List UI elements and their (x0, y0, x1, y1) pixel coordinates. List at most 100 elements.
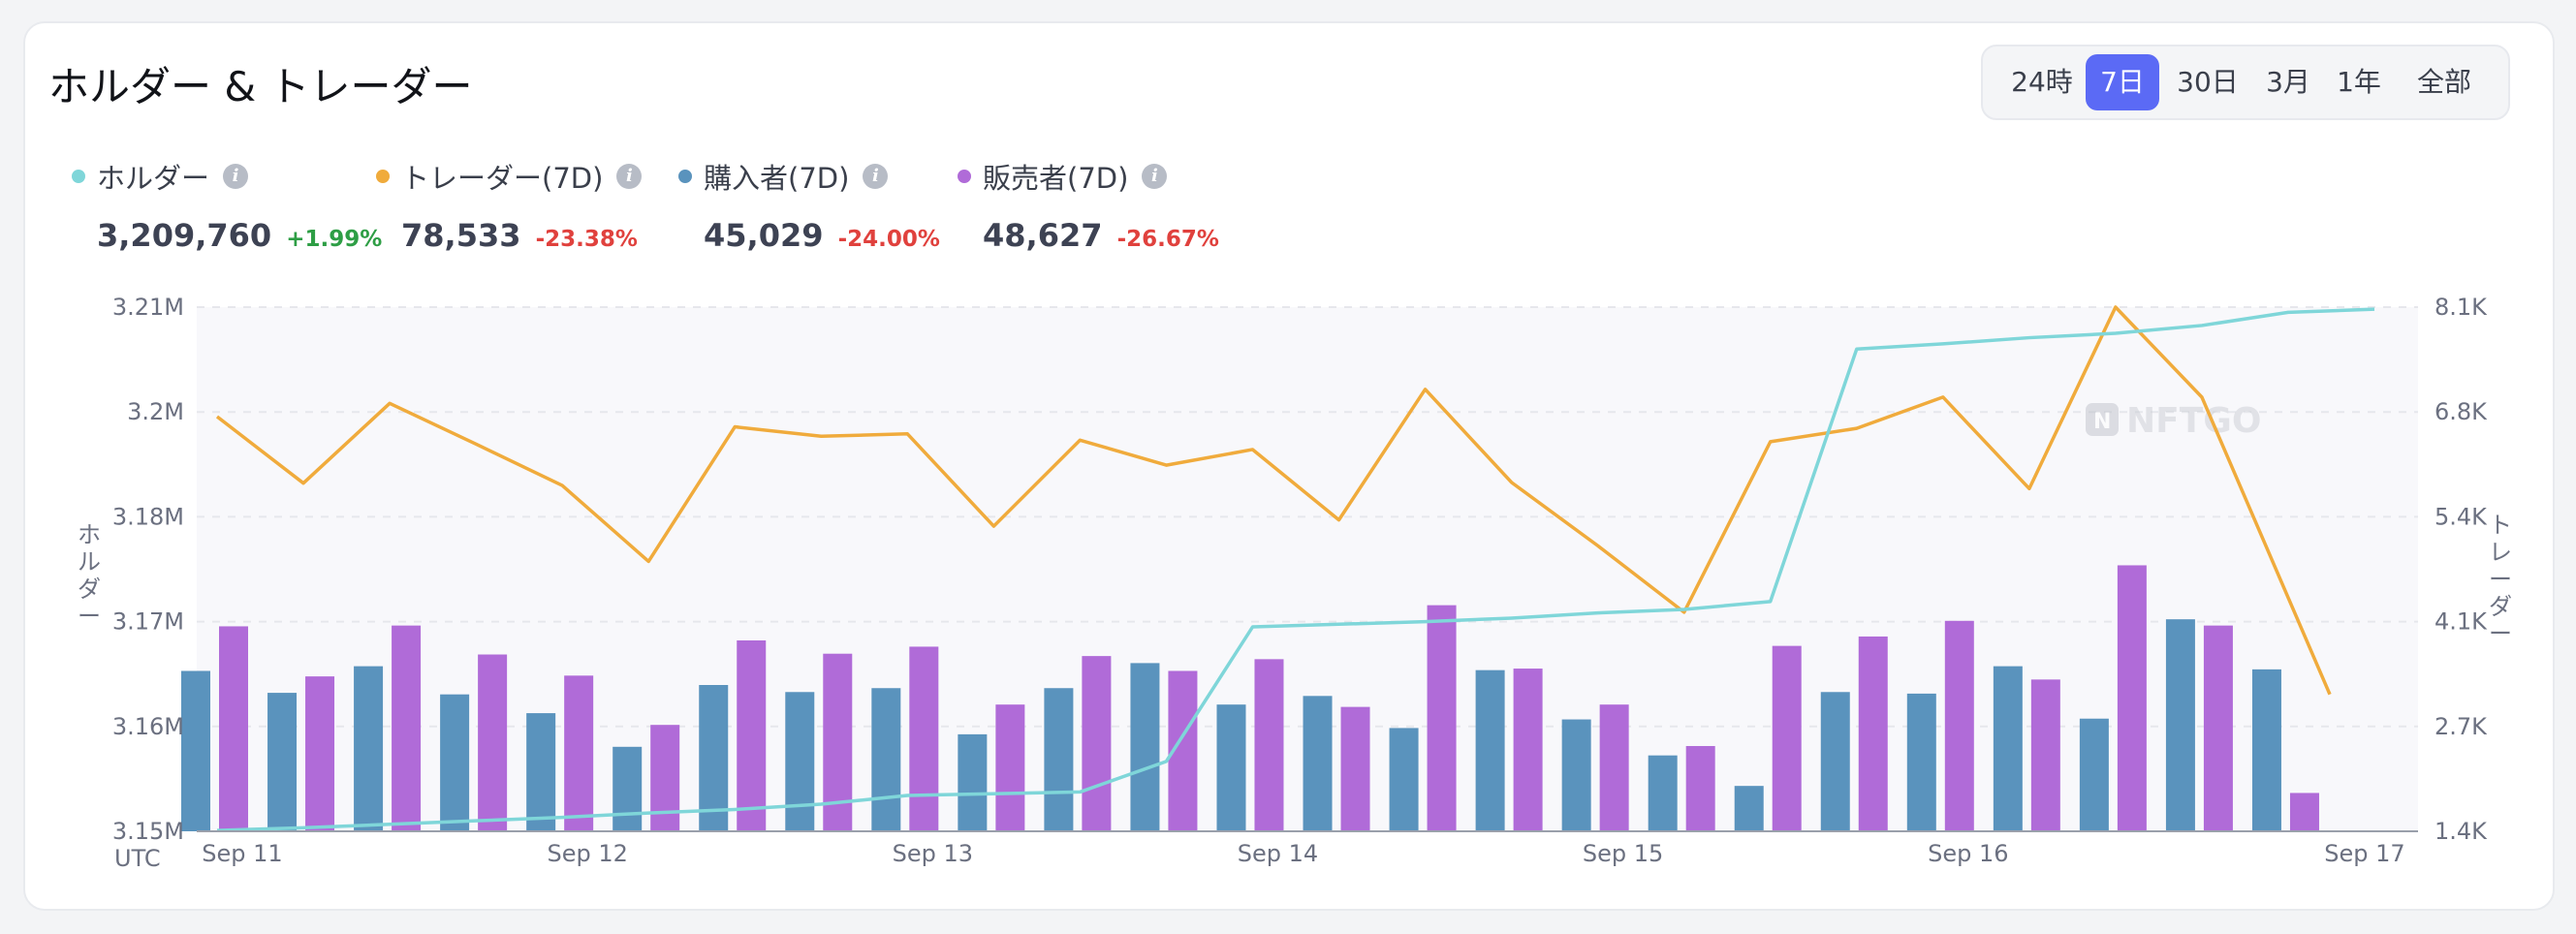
info-icon[interactable]: i (1142, 164, 1168, 189)
sellers-bar (1340, 706, 1370, 831)
right-tick-label: 6.8K (2435, 398, 2488, 425)
left-tick-label: 3.15M (112, 818, 184, 845)
legend-holders-change: +1.99% (286, 227, 383, 252)
legend-buyers[interactable]: 購入者(7D) i 45,029 -24.00% (678, 155, 940, 254)
range-1y-button[interactable]: 1年 (2337, 66, 2381, 98)
range-3m-button[interactable]: 3月 (2266, 66, 2310, 98)
sellers-bar (305, 676, 335, 831)
sellers-dot-icon (958, 170, 971, 183)
right-axis-title-char: ー (2489, 620, 2512, 647)
buyers-bar (1216, 704, 1246, 831)
range-7d-button[interactable]: 7日 (2086, 54, 2159, 110)
traders-dot-icon (376, 170, 390, 183)
x-axis-timezone: UTC (114, 845, 161, 872)
legend-traders-change: -23.38% (535, 227, 638, 252)
range-30d-button[interactable]: 30日 (2177, 66, 2239, 98)
sellers-bar (2030, 679, 2060, 831)
buyers-bar (1820, 692, 1850, 831)
buyers-bar (526, 713, 556, 831)
legend-traders-label: トレーダー(7D) (401, 162, 604, 195)
x-tick-label: Sep 15 (1583, 840, 1663, 867)
holders-dot-icon (72, 170, 85, 183)
right-tick-label: 4.1K (2435, 608, 2488, 636)
sellers-bar (1772, 645, 1802, 831)
buyers-bar (1648, 755, 1678, 831)
left-axis-title-char: ー (78, 603, 101, 630)
x-tick-label: Sep 13 (893, 840, 973, 867)
sellers-bar (1254, 659, 1284, 831)
legend-holders[interactable]: ホルダー i 3,209,760 +1.99% (72, 155, 382, 254)
buyers-bar (958, 733, 988, 831)
left-axis-ticks: 3.21M 3.2M 3.18M 3.17M 3.16M 3.15M (112, 294, 184, 845)
nftgo-watermark: N NFTGO (2086, 401, 2261, 441)
legend-traders[interactable]: トレーダー(7D) i 78,533 -23.38% (376, 155, 643, 254)
right-axis-title-char: ー (2489, 566, 2512, 593)
sellers-bar (392, 625, 422, 831)
buyers-bar (2251, 669, 2281, 831)
left-tick-label: 3.17M (112, 608, 184, 636)
info-icon[interactable]: i (616, 164, 643, 189)
right-axis-title-char: レ (2489, 539, 2512, 566)
right-axis-title: トレーダー (2489, 512, 2512, 647)
bars (181, 565, 2319, 831)
buyers-bar (1130, 663, 1160, 831)
left-tick-label: 3.21M (112, 294, 184, 321)
holders-line (216, 307, 2375, 832)
sellers-bar (1513, 669, 1543, 831)
info-icon[interactable]: i (223, 164, 249, 189)
buyers-dot-icon (678, 170, 692, 183)
buyers-bar (1475, 669, 1505, 831)
legend-traders-value: 78,533 (401, 217, 521, 254)
legend-buyers-label: 購入者(7D) (704, 162, 850, 195)
right-tick-label: 8.1K (2435, 294, 2488, 321)
buyers-bar (2165, 619, 2195, 831)
buyers-bar (181, 670, 210, 831)
sellers-bar (2289, 793, 2319, 831)
buyers-bar (1303, 696, 1333, 831)
buyers-bar (354, 666, 384, 831)
left-axis-title-char: ホ (78, 521, 101, 548)
sellers-bar (564, 675, 594, 831)
right-axis-title-char: ダ (2489, 593, 2512, 620)
svg-text:N: N (2093, 410, 2111, 434)
legend-buyers-change: -24.00% (837, 227, 940, 252)
x-tick-label: Sep 11 (202, 840, 282, 867)
range-all-button[interactable]: 全部 (2416, 66, 2471, 98)
buyers-bar (1044, 688, 1074, 831)
sellers-bar (2203, 625, 2233, 831)
buyers-bar (871, 688, 901, 831)
sellers-bar (1858, 636, 1888, 831)
right-tick-label: 1.4K (2435, 818, 2488, 845)
buyers-bar (440, 694, 470, 831)
x-tick-label: Sep 16 (1928, 840, 2008, 867)
range-24h-button[interactable]: 24時 (2011, 66, 2073, 98)
sellers-bar (1082, 656, 1112, 831)
x-tick-label: Sep 12 (547, 840, 627, 867)
legend-sellers[interactable]: 販売者(7D) i 48,627 -26.67% (958, 155, 1219, 254)
info-icon[interactable]: i (863, 164, 889, 189)
x-tick-label: Sep 14 (1238, 840, 1318, 867)
legend-sellers-value: 48,627 (983, 217, 1103, 254)
sellers-bar (995, 704, 1025, 831)
sellers-bar (219, 626, 248, 831)
buyers-bar (785, 692, 815, 831)
sellers-bar (909, 646, 939, 831)
buyers-bar (699, 685, 729, 831)
buyers-bar (1561, 719, 1591, 831)
left-tick-label: 3.2M (127, 398, 184, 425)
legend-sellers-change: -26.67% (1116, 227, 1219, 252)
x-tick-label: Sep 17 (2324, 840, 2404, 867)
sellers-bar (478, 654, 508, 831)
watermark-text: NFTGO (2126, 401, 2261, 441)
buyers-bar (1906, 693, 1936, 831)
sellers-bar (2117, 565, 2147, 831)
right-axis-ticks: 8.1K 6.8K 5.4K 4.1K 2.7K 1.4K (2435, 294, 2488, 845)
sellers-bar (1944, 620, 1974, 831)
x-axis-ticks: Sep 11 Sep 12 Sep 13 Sep 14 Sep 15 Sep 16 Sep … (202, 840, 2404, 867)
buyers-bar (1993, 666, 2023, 831)
right-axis-title-char: ト (2489, 512, 2512, 539)
legend-holders-value: 3,209,760 (97, 217, 272, 254)
sellers-bar (1427, 605, 1457, 831)
buyers-bar (1734, 786, 1764, 831)
